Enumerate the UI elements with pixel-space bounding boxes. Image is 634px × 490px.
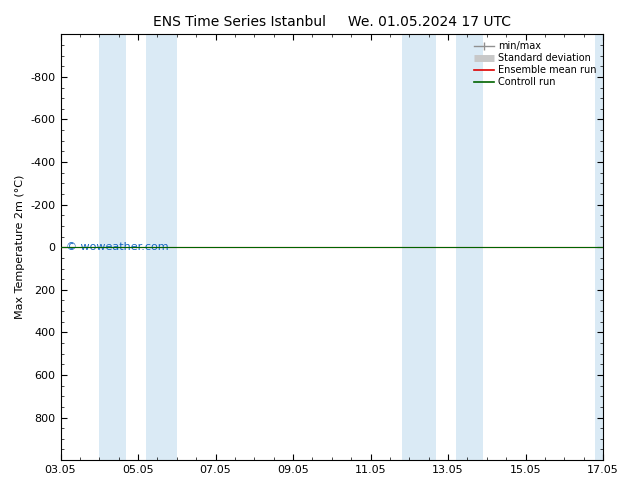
Y-axis label: Max Temperature 2m (°C): Max Temperature 2m (°C) xyxy=(15,175,25,319)
Bar xyxy=(100,34,126,460)
Title: ENS Time Series Istanbul     We. 01.05.2024 17 UTC: ENS Time Series Istanbul We. 01.05.2024 … xyxy=(153,15,511,29)
Bar xyxy=(595,34,603,460)
Legend: min/max, Standard deviation, Ensemble mean run, Controll run: min/max, Standard deviation, Ensemble me… xyxy=(472,39,598,89)
Bar xyxy=(146,34,177,460)
Bar xyxy=(401,34,436,460)
Bar xyxy=(456,34,483,460)
Text: © woweather.com: © woweather.com xyxy=(66,242,169,252)
